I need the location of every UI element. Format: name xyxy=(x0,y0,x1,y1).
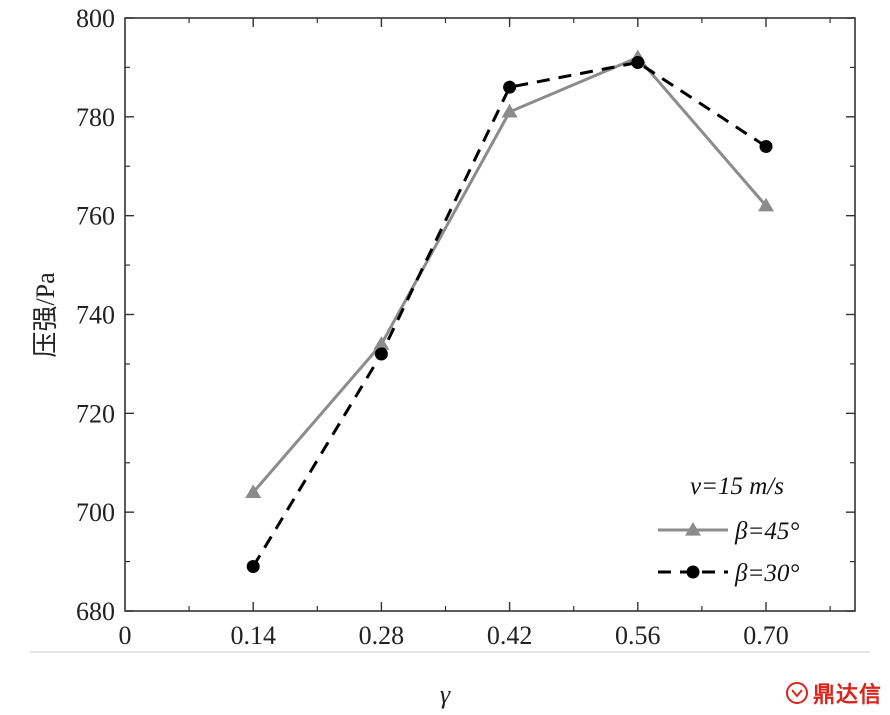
series-layer xyxy=(245,49,774,574)
x-axis: 0 0.14 0.28 0.42 0.56 0.70 xyxy=(119,18,831,650)
data-point xyxy=(373,336,390,350)
y-tick-label: 740 xyxy=(76,301,115,330)
legend-label: β=45° xyxy=(734,518,799,545)
y-axis-label: 压强/Pa xyxy=(31,272,60,358)
legend: v=15 m/s β=45° β=30° xyxy=(658,473,799,587)
legend-marker xyxy=(685,522,701,536)
series-2 xyxy=(246,55,773,574)
x-tick-label: 0.28 xyxy=(359,621,405,650)
series-1 xyxy=(245,49,774,498)
x-tick-label-origin: 0 xyxy=(119,621,132,650)
data-point xyxy=(503,80,517,94)
data-point xyxy=(245,484,262,498)
y-tick-label: 680 xyxy=(76,597,115,626)
y-tick-label: 760 xyxy=(76,202,115,231)
logo-icon xyxy=(785,682,808,704)
series-line xyxy=(252,55,768,494)
y-tick-label: 800 xyxy=(76,4,115,33)
x-tick-label: 0.56 xyxy=(615,621,661,650)
watermark-text: 鼎达信 xyxy=(812,683,882,708)
x-tick-label: 0.42 xyxy=(487,621,533,650)
data-point xyxy=(246,560,260,574)
data-point xyxy=(501,103,518,118)
y-tick-label: 720 xyxy=(76,399,115,428)
x-axis-label: γ xyxy=(440,680,451,709)
x-tick-label: 0.14 xyxy=(230,621,276,650)
data-point xyxy=(758,197,774,212)
data-point xyxy=(374,347,388,361)
watermark: 鼎达信 xyxy=(785,677,882,709)
data-point xyxy=(759,139,773,153)
y-tick-label: 780 xyxy=(76,103,115,132)
legend-label: β=30° xyxy=(734,560,799,587)
x-tick-label: 0.70 xyxy=(743,621,789,650)
series-line xyxy=(251,60,767,568)
legend-title: v=15 m/s xyxy=(690,473,784,500)
data-point xyxy=(631,55,645,69)
y-tick-label: 700 xyxy=(76,498,115,527)
legend-marker xyxy=(686,565,700,579)
y-axis: 680 700 720 740 760 780 800 xyxy=(76,4,855,626)
